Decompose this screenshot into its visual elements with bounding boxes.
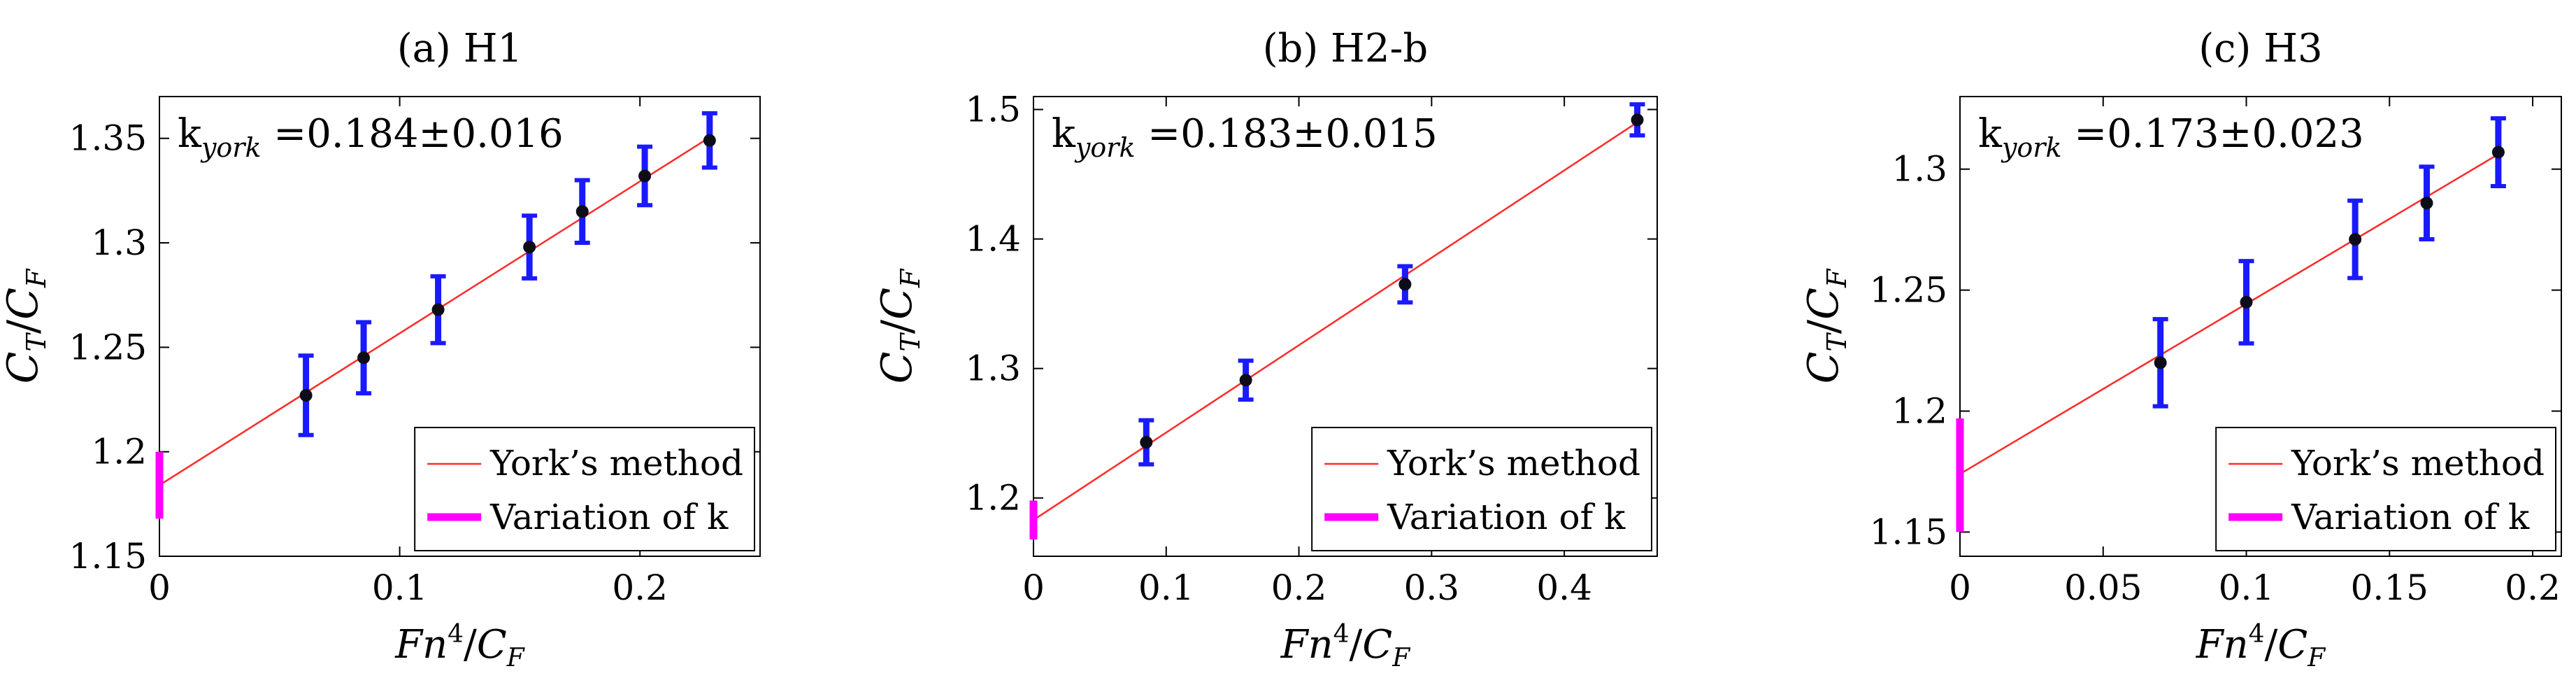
y-tick-label: 1.3 [965, 348, 1021, 389]
x-tick-label: 0.2 [2505, 567, 2561, 608]
legend-variation-label: Variation of k [2291, 497, 2530, 537]
y-tick-label: 1.5 [965, 90, 1021, 130]
y-tick-label: 1.2 [1891, 391, 1947, 432]
panel-1: (a) H1 0 0.1 0.2 1.15 1.2 1.25 1.3 1.35 Fn4/CF CT/… [0, 26, 761, 672]
k-york-annotation: kyork =0.173±0.023 [1978, 111, 2364, 163]
y-axis-label: CT/CF [873, 268, 926, 383]
y-axis-label: CT/CF [1799, 268, 1852, 383]
data-point [2349, 233, 2362, 246]
fit-line [1033, 121, 1638, 521]
x-tick-label: 0.1 [1138, 567, 1194, 608]
data-point [703, 134, 716, 147]
legend: York’s method Variation of k [2215, 427, 2556, 551]
data-point [2154, 356, 2167, 369]
data-point [2491, 146, 2505, 159]
x-tick-label: 0.3 [1404, 567, 1460, 608]
y-tick-label: 1.2 [965, 478, 1021, 518]
y-axis-label: CT/CF [0, 268, 52, 383]
fit-line [1959, 153, 2499, 475]
panel-3: (c) H3 0 0.05 0.1 0.15 0.2 1.15 1.2 1.25 1.3 Fn4/C… [1799, 26, 2562, 672]
k-york-annotation: kyork =0.184±0.016 [178, 111, 564, 163]
y-tick-label: 1.4 [965, 219, 1021, 260]
legend-fit-label: York’s method [489, 443, 743, 483]
legend-fit-label: York’s method [2291, 443, 2545, 483]
x-axis-label: Fn4/CF [394, 620, 526, 672]
x-tick-label: 0.05 [2064, 567, 2142, 608]
legend-box [2215, 427, 2556, 551]
data-point [1140, 436, 1153, 449]
data-point [357, 351, 371, 365]
axes-frame [1033, 96, 1658, 557]
legend-fit-label: York’s method [1387, 443, 1640, 483]
chart-title: (a) H1 [397, 26, 522, 71]
data-point [1239, 374, 1252, 387]
chart-title: (c) H3 [2198, 26, 2322, 71]
data-point [1398, 278, 1412, 291]
y-tick-label: 1.3 [91, 223, 147, 263]
data-point [523, 241, 536, 254]
legend-variation-label: Variation of k [1387, 497, 1626, 537]
x-tick-label: 0 [1022, 567, 1045, 608]
legend-box [1311, 427, 1652, 551]
y-tick-label: 1.2 [91, 432, 147, 472]
axes-frame [1959, 96, 2562, 557]
data-point [299, 389, 313, 402]
legend: York’s method Variation of k [414, 427, 755, 551]
y-tick-label: 1.15 [1870, 511, 1947, 552]
legend: York’s method Variation of k [1311, 427, 1652, 551]
x-tick-label: 0.4 [1536, 567, 1592, 608]
k-york-annotation: kyork =0.183±0.015 [1052, 111, 1438, 163]
legend-box [414, 427, 755, 551]
data-point [1631, 113, 1644, 127]
x-tick-label: 0 [148, 567, 171, 608]
y-tick-label: 1.35 [69, 118, 147, 159]
data-point [2240, 295, 2253, 309]
y-tick-label: 1.3 [1891, 149, 1947, 190]
data-point [2420, 197, 2433, 210]
y-tick-label: 1.15 [69, 536, 147, 577]
panel-2: (b) H2-b 0 0.1 0.2 0.3 0.4 1.2 1.3 1.4 1.5 Fn4/CF C… [873, 26, 1658, 672]
x-tick-label: 0.2 [612, 567, 668, 608]
x-axis-label: Fn4/CF [2196, 620, 2327, 672]
y-tick-label: 1.25 [69, 327, 147, 367]
x-tick-label: 0.2 [1271, 567, 1327, 608]
data-point [431, 303, 445, 316]
x-axis-label: Fn4/CF [1280, 620, 1412, 672]
x-tick-label: 0.15 [2351, 567, 2428, 608]
y-tick-label: 1.25 [1870, 270, 1947, 311]
x-tick-label: 0.1 [2219, 567, 2275, 608]
data-point [575, 205, 589, 218]
data-point [638, 169, 652, 183]
x-tick-label: 0.1 [372, 567, 428, 608]
axes-frame [159, 96, 761, 557]
legend-variation-label: Variation of k [489, 497, 729, 537]
chart-title: (b) H2-b [1263, 26, 1429, 71]
x-tick-label: 0 [1949, 567, 1971, 608]
